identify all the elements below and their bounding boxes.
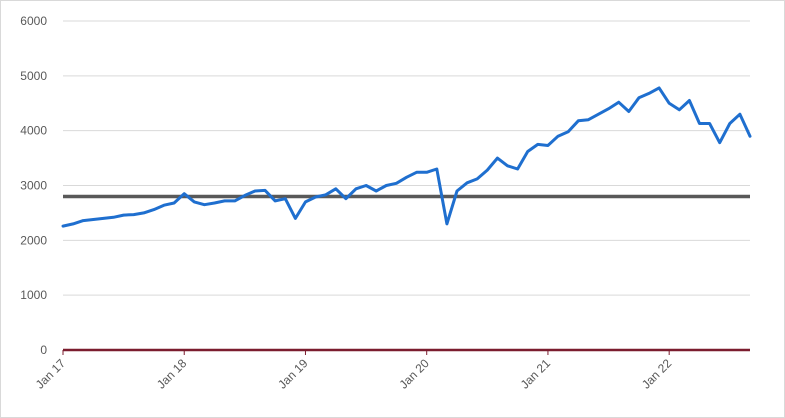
data-point <box>648 92 650 95</box>
y-tick-label-1000: 1000 <box>20 288 47 302</box>
y-axis-tick-labels: 0 1000 2000 3000 4000 5000 6000 <box>20 14 47 357</box>
data-point <box>446 223 448 225</box>
y-tick-label-4000: 4000 <box>20 124 47 138</box>
data-point <box>739 113 741 115</box>
x-tick-label: Jan 20 <box>396 356 432 392</box>
data-point <box>425 171 428 174</box>
gridlines <box>63 20 750 296</box>
x-tick-label: Jan 18 <box>154 356 190 392</box>
x-axis <box>62 348 750 355</box>
data-point <box>466 182 468 184</box>
data-point <box>698 122 701 125</box>
data-point <box>355 188 357 190</box>
data-point <box>486 169 489 171</box>
data-point <box>557 135 559 137</box>
data-point <box>506 165 509 167</box>
data-point <box>143 212 145 214</box>
data-point <box>102 217 105 220</box>
data-point <box>688 99 691 102</box>
data-point <box>496 157 499 159</box>
data-point <box>324 194 327 196</box>
y-tick-label-6000: 6000 <box>20 14 47 28</box>
data-point <box>365 184 367 187</box>
data-point <box>335 188 337 190</box>
data-point <box>203 203 206 206</box>
series-group <box>61 86 752 228</box>
data-point <box>749 135 751 137</box>
data-point <box>62 225 64 227</box>
data-point <box>82 219 84 222</box>
data-point <box>112 216 115 219</box>
data-point <box>678 109 681 111</box>
data-point <box>405 176 408 179</box>
data-point <box>173 202 175 204</box>
data-point <box>274 200 277 202</box>
data-point <box>92 218 95 221</box>
data-point <box>314 196 317 198</box>
data-point <box>254 190 256 192</box>
x-tick-label: Jan 21 <box>518 356 554 392</box>
data-point <box>244 194 246 197</box>
data-point <box>718 141 721 144</box>
data-point <box>345 197 347 200</box>
data-point <box>72 223 74 225</box>
data-point <box>607 107 610 110</box>
data-point <box>183 192 185 195</box>
data-point <box>658 87 660 89</box>
y-tick-label-5000: 5000 <box>20 69 47 83</box>
data-point <box>163 204 165 206</box>
data-point <box>577 120 580 122</box>
data-point <box>223 200 226 202</box>
data-point <box>668 102 670 105</box>
series-line-0 <box>61 86 752 228</box>
data-point <box>537 143 539 146</box>
data-point <box>304 201 307 203</box>
data-point <box>456 190 458 192</box>
data-point <box>617 101 620 103</box>
data-point <box>153 208 155 211</box>
data-point <box>729 122 731 125</box>
data-point <box>132 213 135 216</box>
y-tick-label-3000: 3000 <box>20 179 47 193</box>
data-point <box>436 168 438 170</box>
y-tick-label-0: 0 <box>40 343 47 357</box>
data-point <box>476 178 479 180</box>
data-point <box>638 97 640 99</box>
data-point <box>375 190 378 192</box>
data-point <box>294 217 297 220</box>
data-point <box>547 144 549 147</box>
data-point <box>526 150 529 153</box>
data-point <box>415 171 418 174</box>
x-tick-label: Jan 22 <box>639 356 675 392</box>
x-tick-label: Jan 17 <box>33 356 69 392</box>
data-point <box>264 189 266 192</box>
data-point <box>213 202 216 204</box>
data-point <box>587 118 590 121</box>
y-tick-label-2000: 2000 <box>20 233 47 247</box>
data-point <box>284 197 287 200</box>
data-point <box>567 131 569 133</box>
data-point <box>708 122 711 125</box>
data-point <box>516 168 519 170</box>
data-point <box>234 200 236 202</box>
data-point <box>628 110 630 113</box>
data-point <box>385 184 388 187</box>
data-point <box>395 182 398 185</box>
data-point <box>122 214 125 216</box>
x-tick-label: Jan 19 <box>275 356 311 392</box>
data-point <box>193 201 196 203</box>
data-point <box>597 113 600 115</box>
x-axis-tick-labels: Jan 17 Jan 18 Jan 19 Jan 20 Jan 21 Jan 22 <box>33 356 675 392</box>
